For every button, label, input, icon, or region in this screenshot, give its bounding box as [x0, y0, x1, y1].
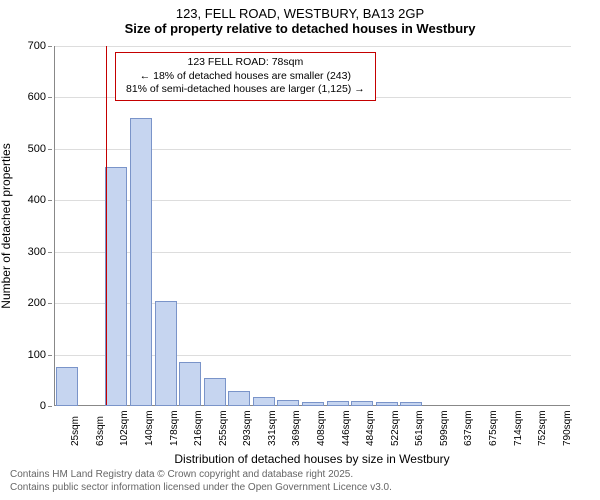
- chart: 123 FELL ROAD: 78sqm ← 18% of detached h…: [54, 46, 570, 406]
- xtick-label: 331sqm: [267, 410, 278, 446]
- ytick-label: 100: [14, 349, 46, 361]
- annotation-line3: 81% of semi-detached houses are larger (…: [126, 83, 365, 97]
- bar: [56, 367, 78, 406]
- y-axis-label: Number of detached properties: [0, 143, 13, 308]
- xtick-label: 140sqm: [144, 410, 155, 446]
- xtick-label: 522sqm: [390, 410, 401, 446]
- xtick-label: 63sqm: [95, 416, 106, 446]
- annotation-line2: ← 18% of detached houses are smaller (24…: [126, 70, 365, 84]
- bar: [327, 401, 349, 406]
- xtick-label: 408sqm: [316, 410, 327, 446]
- xtick-label: 561sqm: [414, 410, 425, 446]
- title-subtitle: Size of property relative to detached ho…: [0, 21, 600, 36]
- xtick-label: 102sqm: [119, 410, 130, 446]
- xtick-label: 25sqm: [70, 416, 81, 446]
- bar: [277, 400, 299, 406]
- bar: [130, 118, 152, 406]
- xtick-label: 484sqm: [365, 410, 376, 446]
- ytick-label: 700: [14, 40, 46, 52]
- xtick-label: 790sqm: [562, 410, 573, 446]
- xtick-label: 675sqm: [488, 410, 499, 446]
- bar: [179, 362, 201, 406]
- footer-line2: Contains public sector information licen…: [10, 481, 392, 494]
- bar: [105, 167, 127, 406]
- bar: [302, 402, 324, 406]
- footer: Contains HM Land Registry data © Crown c…: [10, 468, 392, 494]
- x-axis-label: Distribution of detached houses by size …: [174, 452, 449, 466]
- ytick-label: 300: [14, 246, 46, 258]
- xtick-label: 446sqm: [341, 410, 352, 446]
- footer-line1: Contains HM Land Registry data © Crown c…: [10, 468, 392, 481]
- chart-titles: 123, FELL ROAD, WESTBURY, BA13 2GP Size …: [0, 0, 600, 36]
- bar: [228, 391, 250, 406]
- bar: [351, 401, 373, 406]
- title-address: 123, FELL ROAD, WESTBURY, BA13 2GP: [0, 6, 600, 21]
- xtick-label: 216sqm: [193, 410, 204, 446]
- bar: [253, 397, 275, 406]
- xtick-label: 255sqm: [218, 410, 229, 446]
- xtick-label: 369sqm: [291, 410, 302, 446]
- ytick-label: 600: [14, 91, 46, 103]
- bar: [376, 402, 398, 406]
- ytick-label: 500: [14, 143, 46, 155]
- bar: [155, 301, 177, 406]
- ytick-label: 400: [14, 194, 46, 206]
- xtick-label: 293sqm: [242, 410, 253, 446]
- plot-area: 123 FELL ROAD: 78sqm ← 18% of detached h…: [54, 46, 570, 406]
- bar: [400, 402, 422, 406]
- xtick-label: 178sqm: [169, 410, 180, 446]
- annotation-line1: 123 FELL ROAD: 78sqm: [126, 56, 365, 70]
- xtick-label: 714sqm: [513, 410, 524, 446]
- bar: [204, 378, 226, 406]
- ytick-label: 200: [14, 297, 46, 309]
- annotation-box: 123 FELL ROAD: 78sqm ← 18% of detached h…: [115, 52, 376, 101]
- xtick-label: 599sqm: [439, 410, 450, 446]
- xtick-label: 637sqm: [463, 410, 474, 446]
- ytick-label: 0: [14, 400, 46, 412]
- xtick-label: 752sqm: [537, 410, 548, 446]
